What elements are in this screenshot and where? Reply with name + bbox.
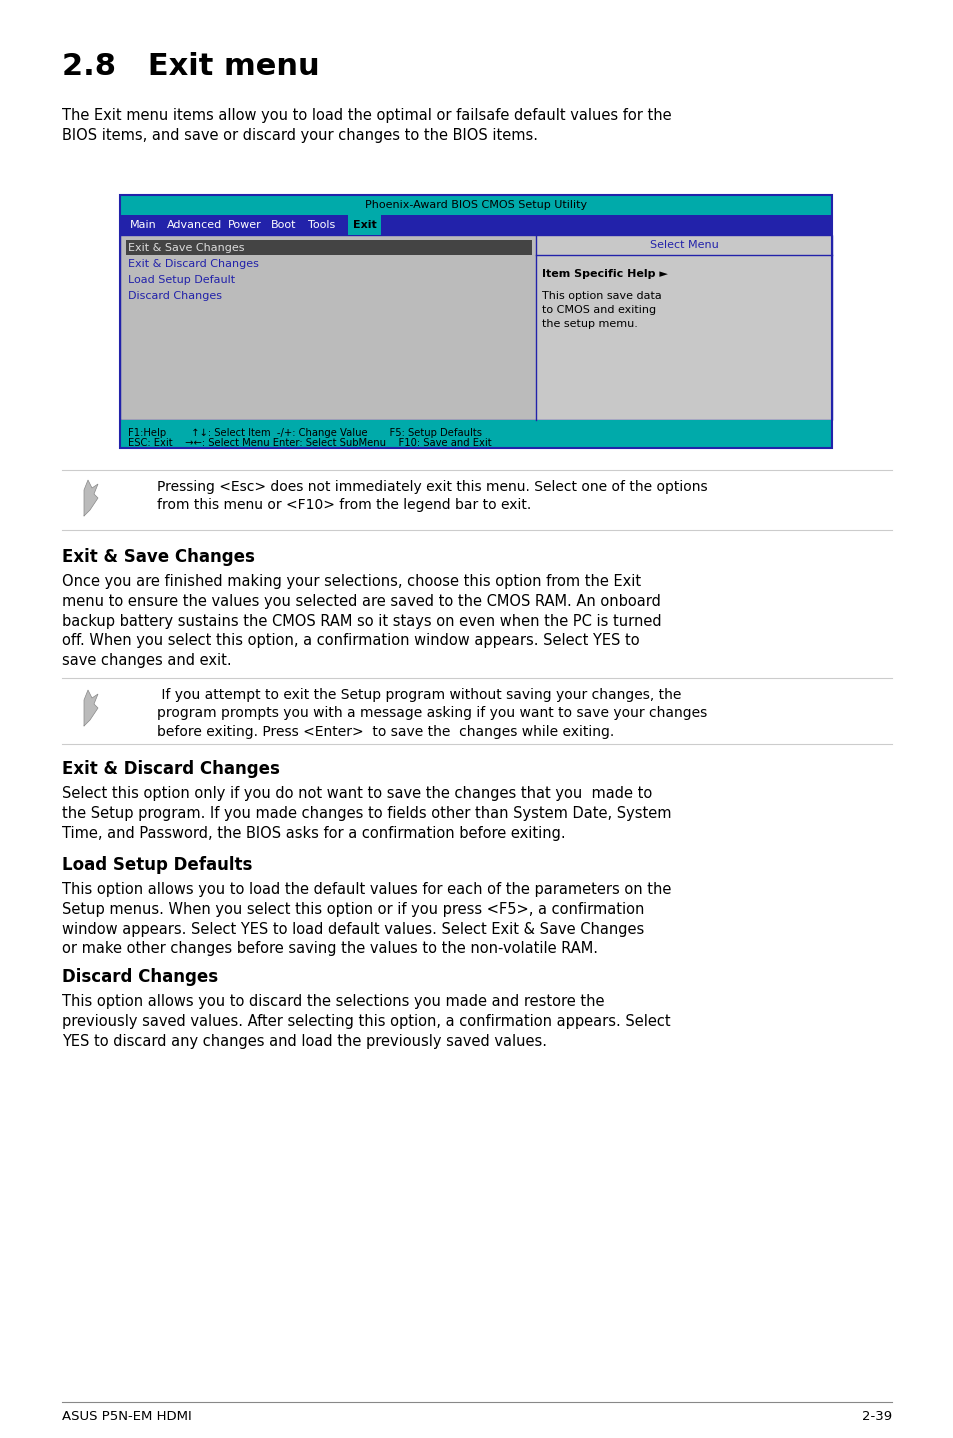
Polygon shape bbox=[84, 690, 98, 726]
Text: Tools: Tools bbox=[308, 220, 335, 230]
Text: Phoenix-Award BIOS CMOS Setup Utility: Phoenix-Award BIOS CMOS Setup Utility bbox=[365, 200, 586, 210]
Text: Discard Changes: Discard Changes bbox=[62, 968, 218, 986]
Text: Boot: Boot bbox=[271, 220, 295, 230]
Text: ESC: Exit    →←: Select Menu Enter: Select SubMenu    F10: Save and Exit: ESC: Exit →←: Select Menu Enter: Select … bbox=[128, 439, 491, 449]
Bar bbox=[120, 216, 831, 234]
Bar bbox=[120, 420, 831, 449]
Text: Main: Main bbox=[130, 220, 156, 230]
Text: Advanced: Advanced bbox=[167, 220, 222, 230]
Bar bbox=[126, 240, 532, 255]
Text: 2.8   Exit menu: 2.8 Exit menu bbox=[62, 52, 319, 81]
Bar bbox=[120, 234, 831, 420]
Text: If you attempt to exit the Setup program without saving your changes, the
progra: If you attempt to exit the Setup program… bbox=[157, 687, 706, 739]
Text: Select Menu: Select Menu bbox=[649, 240, 718, 250]
Bar bbox=[536, 234, 831, 420]
Text: The Exit menu items allow you to load the optimal or failsafe default values for: The Exit menu items allow you to load th… bbox=[62, 108, 671, 142]
Text: F1:Help        ↑↓: Select Item  -/+: Change Value       F5: Setup Defaults: F1:Help ↑↓: Select Item -/+: Change Valu… bbox=[128, 429, 481, 439]
Text: This option allows you to load the default values for each of the parameters on : This option allows you to load the defau… bbox=[62, 881, 671, 956]
Text: This option allows you to discard the selections you made and restore the
previo: This option allows you to discard the se… bbox=[62, 994, 670, 1048]
Bar bbox=[120, 196, 831, 216]
Text: 2-39: 2-39 bbox=[861, 1411, 891, 1424]
Bar bbox=[348, 216, 380, 234]
Text: This option save data
to CMOS and exiting
the setup memu.: This option save data to CMOS and exitin… bbox=[541, 290, 661, 329]
Text: Exit & Save Changes: Exit & Save Changes bbox=[128, 243, 244, 253]
Text: Pressing <Esc> does not immediately exit this menu. Select one of the options
fr: Pressing <Esc> does not immediately exit… bbox=[157, 480, 707, 512]
Text: Once you are finished making your selections, choose this option from the Exit
m: Once you are finished making your select… bbox=[62, 574, 661, 669]
Text: Exit & Discard Changes: Exit & Discard Changes bbox=[62, 761, 279, 778]
Text: Load Setup Defaults: Load Setup Defaults bbox=[62, 856, 253, 874]
Bar bbox=[120, 234, 536, 420]
Text: Load Setup Default: Load Setup Default bbox=[128, 275, 234, 285]
Text: Power: Power bbox=[228, 220, 261, 230]
Text: Select this option only if you do not want to save the changes that you  made to: Select this option only if you do not wa… bbox=[62, 787, 671, 841]
Text: Exit & Save Changes: Exit & Save Changes bbox=[62, 548, 254, 567]
Polygon shape bbox=[84, 480, 98, 516]
Text: Discard Changes: Discard Changes bbox=[128, 290, 222, 301]
Text: Item Specific Help ►: Item Specific Help ► bbox=[541, 269, 667, 279]
Bar bbox=[120, 196, 831, 449]
Text: Exit: Exit bbox=[353, 220, 375, 230]
Text: Exit & Discard Changes: Exit & Discard Changes bbox=[128, 259, 258, 269]
Text: ASUS P5N-EM HDMI: ASUS P5N-EM HDMI bbox=[62, 1411, 192, 1424]
